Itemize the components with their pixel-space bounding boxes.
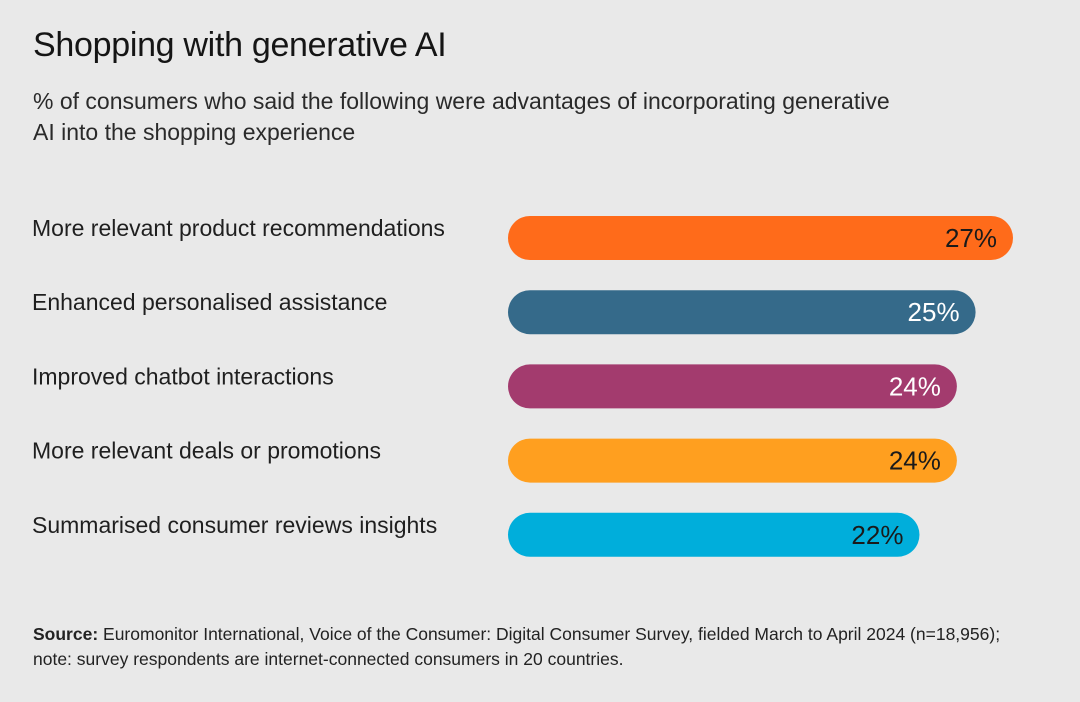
bar — [508, 364, 957, 409]
category-label: Improved chatbot interactions — [32, 363, 334, 389]
source-note: Source: Euromonitor International, Voice… — [33, 622, 1033, 672]
category-label: More relevant product recommendations — [32, 215, 445, 241]
bar-value-label: 27% — [945, 223, 997, 253]
bar-chart: More relevant product recommendations 27%… — [32, 215, 1013, 557]
bar-value-label: 24% — [889, 446, 941, 476]
bar-value-label: 24% — [889, 371, 941, 401]
bar — [508, 216, 1013, 260]
source-label: Source: — [33, 624, 99, 644]
category-label: Summarised consumer reviews insights — [32, 512, 437, 538]
category-label: Enhanced personalised assistance — [32, 289, 387, 315]
bar-value-label: 22% — [851, 520, 903, 550]
chart-subtitle: % of consumers who said the following we… — [33, 88, 890, 145]
bar — [508, 438, 957, 483]
bar-value-label: 25% — [908, 297, 960, 327]
bar — [508, 290, 976, 335]
category-label: More relevant deals or promotions — [32, 438, 381, 464]
source-text: Euromonitor International, Voice of the … — [33, 624, 1001, 669]
chart-title: Shopping with generative AI — [33, 26, 447, 64]
bar — [508, 512, 920, 557]
